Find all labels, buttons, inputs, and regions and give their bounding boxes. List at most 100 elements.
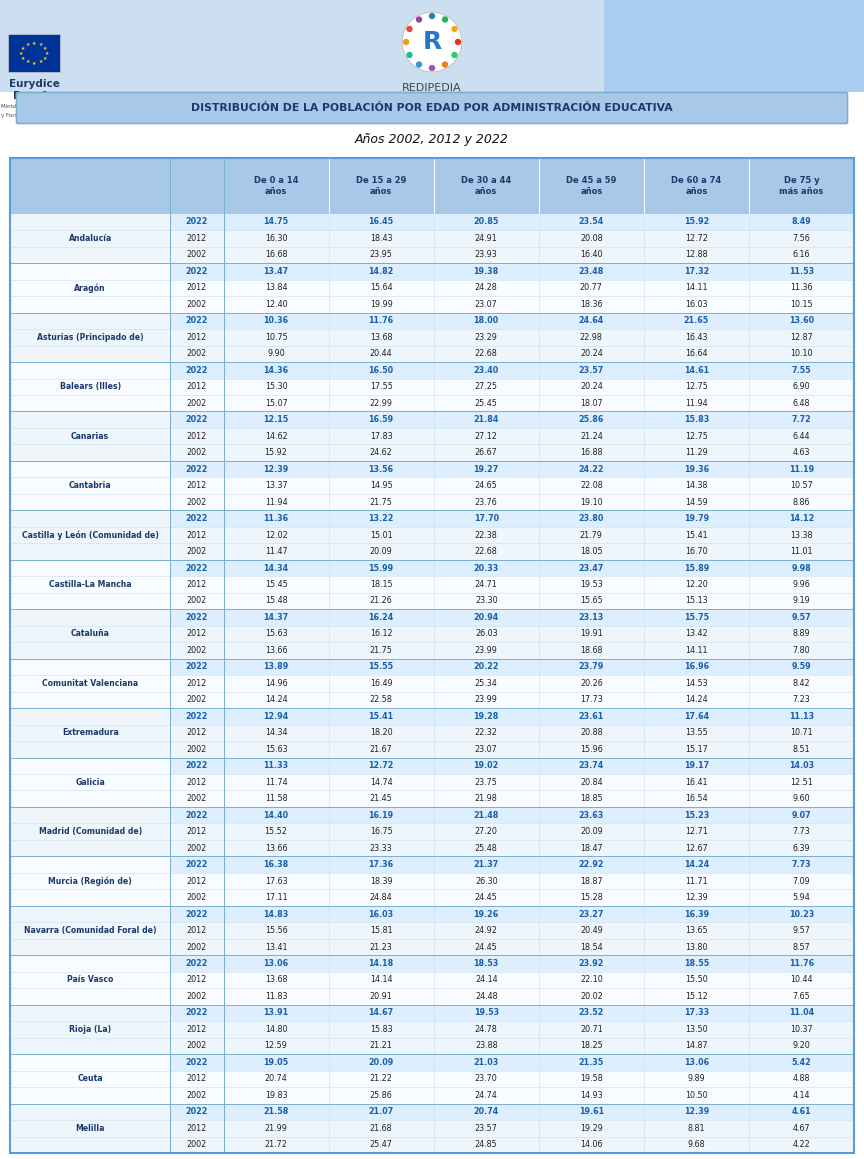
Text: 13.06: 13.06 — [264, 958, 289, 968]
Text: 21.26: 21.26 — [370, 597, 392, 605]
Text: De 75 y
más años: De 75 y más años — [779, 176, 823, 196]
Bar — [10, 955, 854, 1005]
Bar — [10, 610, 854, 658]
Text: 12.94: 12.94 — [264, 712, 289, 721]
Text: De 15 a 29
años: De 15 a 29 años — [356, 176, 406, 196]
Text: 19.99: 19.99 — [370, 300, 392, 308]
Text: 14.53: 14.53 — [685, 679, 708, 687]
Text: 9.60: 9.60 — [792, 794, 810, 803]
Text: 17.36: 17.36 — [369, 860, 394, 869]
Text: 21.65: 21.65 — [683, 316, 709, 326]
Text: 12.88: 12.88 — [685, 250, 708, 260]
Text: 15.83: 15.83 — [370, 1025, 392, 1034]
Text: 13.89: 13.89 — [264, 663, 289, 671]
Text: 2012: 2012 — [187, 1074, 207, 1084]
Bar — [170, 411, 854, 428]
Text: 15.92: 15.92 — [264, 449, 288, 457]
Text: 14.95: 14.95 — [370, 481, 392, 490]
Text: 16.45: 16.45 — [369, 218, 394, 226]
Text: 9.07: 9.07 — [791, 810, 811, 819]
Text: ★: ★ — [21, 56, 25, 60]
Text: 18.47: 18.47 — [580, 844, 602, 853]
Text: 2012: 2012 — [187, 481, 207, 490]
Text: 23.93: 23.93 — [475, 250, 498, 260]
Text: Navarra (Comunidad Foral de): Navarra (Comunidad Foral de) — [24, 926, 156, 935]
Text: 14.93: 14.93 — [580, 1091, 602, 1100]
Text: 15.41: 15.41 — [685, 531, 708, 540]
Text: 14.62: 14.62 — [264, 431, 288, 440]
Bar — [10, 1055, 854, 1103]
Circle shape — [402, 12, 462, 72]
Text: 19.53: 19.53 — [473, 1008, 499, 1018]
Text: 12.39: 12.39 — [264, 465, 289, 474]
Text: 2012: 2012 — [187, 828, 207, 836]
Text: 13.38: 13.38 — [791, 531, 813, 540]
Text: 2012: 2012 — [187, 778, 207, 787]
Text: 23.47: 23.47 — [579, 563, 604, 573]
Bar — [170, 955, 854, 971]
Text: 9.57: 9.57 — [791, 613, 811, 622]
Text: 4.22: 4.22 — [792, 1140, 810, 1150]
Text: 9.68: 9.68 — [688, 1140, 705, 1150]
Text: 2012: 2012 — [187, 926, 207, 935]
Bar — [10, 362, 170, 411]
Text: 14.11: 14.11 — [685, 283, 708, 292]
Text: 11.76: 11.76 — [369, 316, 394, 326]
Text: 20.74: 20.74 — [264, 1074, 288, 1084]
Text: 15.12: 15.12 — [685, 992, 708, 1001]
Text: 12.39: 12.39 — [683, 1107, 709, 1116]
Text: 16.38: 16.38 — [264, 860, 289, 869]
Text: 12.67: 12.67 — [685, 844, 708, 853]
Bar — [10, 708, 170, 758]
Text: 2002: 2002 — [187, 745, 207, 753]
Text: 2012: 2012 — [187, 679, 207, 687]
Bar — [10, 708, 854, 758]
Text: España: España — [13, 92, 55, 101]
Text: 17.64: 17.64 — [683, 712, 709, 721]
Bar — [10, 1103, 854, 1153]
Text: 15.75: 15.75 — [683, 613, 709, 622]
Bar — [170, 510, 854, 527]
Text: Aragón: Aragón — [74, 283, 106, 292]
Text: 16.12: 16.12 — [370, 629, 392, 639]
Text: 17.32: 17.32 — [683, 267, 709, 276]
Text: 2022: 2022 — [186, 366, 208, 374]
Text: 24.84: 24.84 — [370, 894, 392, 902]
Text: 23.76: 23.76 — [475, 497, 498, 506]
Text: 11.74: 11.74 — [264, 778, 288, 787]
Text: 2022: 2022 — [186, 810, 208, 819]
Text: 11.01: 11.01 — [791, 547, 813, 556]
Text: 10.36: 10.36 — [264, 316, 289, 326]
Text: ★: ★ — [32, 60, 36, 66]
Text: 18.85: 18.85 — [580, 794, 602, 803]
Text: Castilla y León (Comunidad de): Castilla y León (Comunidad de) — [22, 531, 159, 540]
Text: 15.65: 15.65 — [580, 597, 603, 605]
Text: 2002: 2002 — [187, 349, 207, 358]
Text: Andalucía: Andalucía — [68, 234, 111, 243]
Circle shape — [403, 39, 409, 44]
Text: Cantabria: Cantabria — [69, 481, 111, 490]
Text: 2002: 2002 — [187, 1091, 207, 1100]
Text: 19.38: 19.38 — [473, 267, 499, 276]
Text: Canarias: Canarias — [71, 431, 109, 440]
Text: 2002: 2002 — [187, 894, 207, 902]
Text: 2022: 2022 — [186, 761, 208, 771]
Text: 9.59: 9.59 — [791, 663, 811, 671]
Text: 19.28: 19.28 — [473, 712, 499, 721]
Text: 19.91: 19.91 — [580, 629, 603, 639]
Text: 21.37: 21.37 — [473, 860, 499, 869]
Text: 14.75: 14.75 — [264, 218, 289, 226]
Text: 17.83: 17.83 — [370, 431, 392, 440]
Text: ★: ★ — [21, 45, 25, 51]
Text: 2022: 2022 — [186, 663, 208, 671]
Text: 19.10: 19.10 — [580, 497, 602, 506]
Text: 19.58: 19.58 — [580, 1074, 603, 1084]
Text: 20.85: 20.85 — [473, 218, 499, 226]
Text: 18.36: 18.36 — [580, 300, 602, 308]
Text: 24.92: 24.92 — [475, 926, 498, 935]
Text: 23.92: 23.92 — [579, 958, 604, 968]
Text: 24.28: 24.28 — [475, 283, 498, 292]
Bar — [10, 213, 170, 263]
Text: 13.42: 13.42 — [685, 629, 708, 639]
Bar — [10, 1005, 170, 1055]
